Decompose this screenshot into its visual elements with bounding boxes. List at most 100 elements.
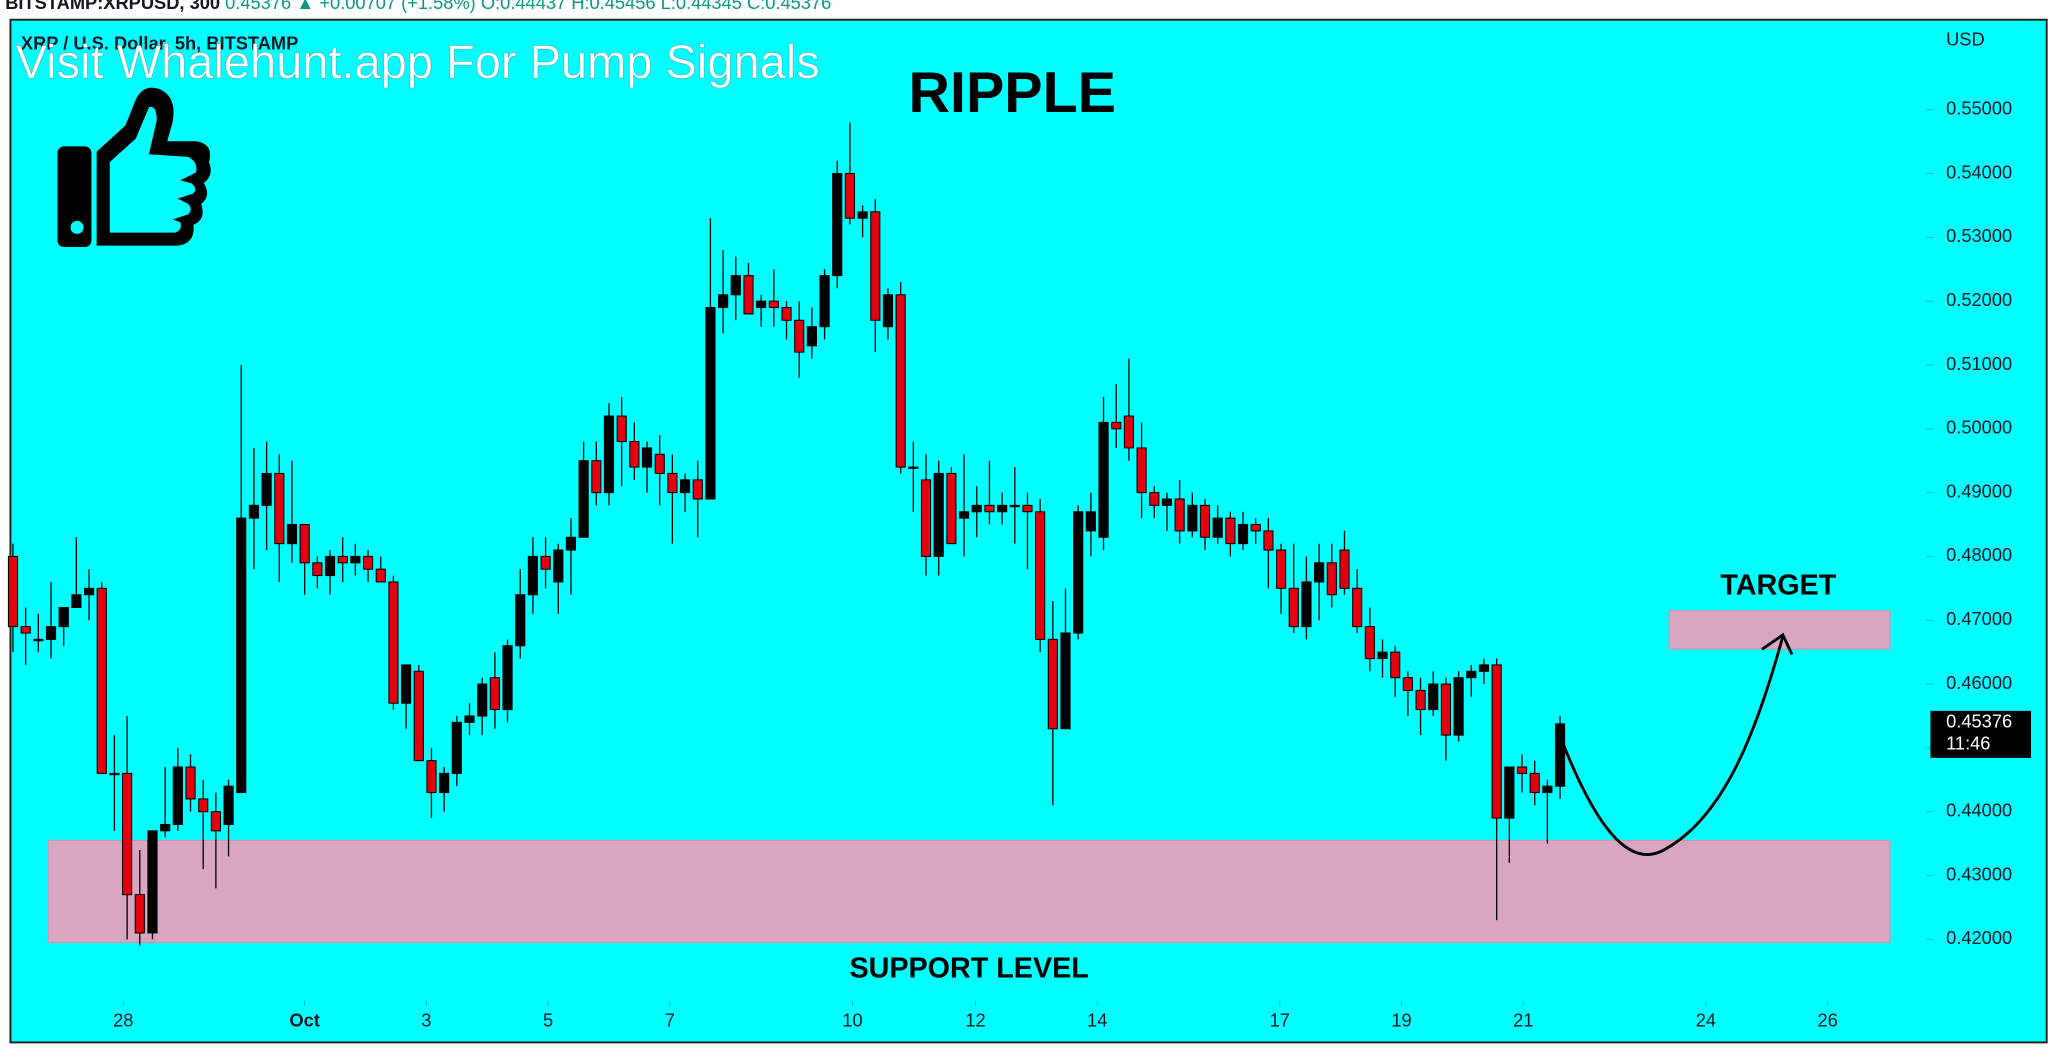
candle-body (1428, 683, 1439, 711)
candle-body (1237, 523, 1249, 545)
candle-body (439, 772, 450, 794)
candle-body (806, 326, 817, 347)
candle-body (844, 173, 856, 219)
candle-body (527, 555, 538, 596)
candle-body (997, 504, 1008, 513)
candle-body (1123, 415, 1134, 449)
candle-body (1542, 785, 1553, 794)
candle-body (819, 275, 830, 328)
candle-body (743, 275, 754, 315)
icon-cuff (57, 146, 92, 247)
candle-body (1478, 664, 1490, 672)
candle-body (261, 472, 272, 506)
candle-body (1352, 587, 1363, 628)
candle-body (477, 683, 488, 717)
candle-body (1047, 638, 1058, 730)
candle-body (565, 536, 577, 551)
y-tick-label: 0.54000 (1946, 161, 2012, 182)
candle-body (502, 645, 513, 711)
candle-body (324, 555, 336, 577)
x-tick-label: 19 (1391, 1009, 1411, 1030)
x-tick-label: 26 (1817, 1009, 1837, 1030)
candle-body (1440, 683, 1452, 736)
candle-body (489, 677, 500, 711)
candle-body (616, 415, 627, 443)
candle-body (1364, 626, 1375, 660)
y-tick-label: 0.46000 (1946, 672, 2012, 693)
candle-body (1453, 677, 1464, 736)
candle-body (1339, 549, 1350, 589)
candle-body (413, 670, 424, 762)
x-tick-label: 3 (421, 1009, 431, 1030)
candle-body (45, 626, 57, 640)
x-tick-label: 5 (543, 1009, 553, 1030)
candle-body (1504, 766, 1515, 819)
candle-body (933, 472, 944, 557)
thumbs-up-icon (57, 87, 211, 247)
candle-body (1402, 677, 1413, 691)
candle-body (312, 562, 323, 577)
arrow-head (1761, 632, 1794, 656)
candle-body (1225, 517, 1236, 545)
x-tick-label: 12 (965, 1009, 985, 1030)
y-tick-label: 0.48000 (1946, 544, 2012, 565)
currency-label: USD (1946, 28, 1985, 49)
candle-body (362, 555, 374, 570)
x-tick-label: 17 (1270, 1009, 1290, 1030)
candle-body (958, 511, 970, 519)
candle-body (756, 300, 767, 309)
candle-body (553, 549, 564, 583)
candle-body (1199, 504, 1211, 538)
candle-body (1035, 511, 1046, 640)
candle-body (299, 523, 310, 564)
candle-body (1301, 581, 1312, 628)
y-tick-label: 0.44000 (1946, 800, 2012, 821)
candle-body (629, 441, 640, 468)
candles (7, 122, 1566, 946)
candle-body (1288, 587, 1299, 628)
candle-body (7, 555, 19, 628)
candle-body (71, 594, 82, 609)
candle-body (451, 721, 462, 774)
candle-body (1187, 504, 1198, 532)
candle-body (1275, 549, 1287, 589)
x-tick-label: 24 (1696, 1009, 1716, 1030)
candle-body (730, 275, 741, 296)
candle-body (603, 415, 615, 494)
price-label-countdown: 11:46 (1946, 733, 1990, 754)
candle-body (134, 894, 145, 934)
candle-body (540, 555, 551, 570)
candle-body (464, 715, 475, 723)
candle-body (1161, 498, 1173, 506)
quote: 0.45376 ▲ +0.00707 (+1.58%) (225, 0, 476, 13)
candle-body (248, 504, 260, 519)
y-tick-label: 0.50000 (1946, 417, 2012, 438)
price-label-value: 0.45376 (1946, 710, 2012, 731)
candle-body (147, 830, 158, 934)
candle-body (832, 173, 843, 277)
candle-body (1466, 670, 1477, 679)
candle-body (1554, 723, 1566, 787)
symbol: BITSTAMP:XRPUSD, 300 (5, 0, 220, 13)
x-tick-label: Oct (289, 1009, 319, 1030)
x-tick-label: 10 (842, 1009, 862, 1030)
x-tick-label: 14 (1087, 1009, 1107, 1030)
candle-body (971, 504, 982, 513)
candle-body (286, 523, 298, 545)
candle-body (1009, 504, 1020, 508)
candle-body (172, 766, 183, 825)
candle-body (337, 555, 348, 564)
zone-label: SUPPORT LEVEL (849, 953, 1088, 985)
candle-body (350, 555, 361, 564)
candle-body (388, 581, 399, 704)
candle-body (1212, 517, 1223, 538)
candle-body (1326, 562, 1337, 596)
candle-body (400, 664, 412, 704)
candle-body (946, 472, 957, 545)
x-tick-label: 28 (113, 1009, 133, 1030)
price-label-box (1930, 710, 2032, 758)
candle-body (1491, 664, 1502, 819)
candle-body (1174, 498, 1185, 532)
